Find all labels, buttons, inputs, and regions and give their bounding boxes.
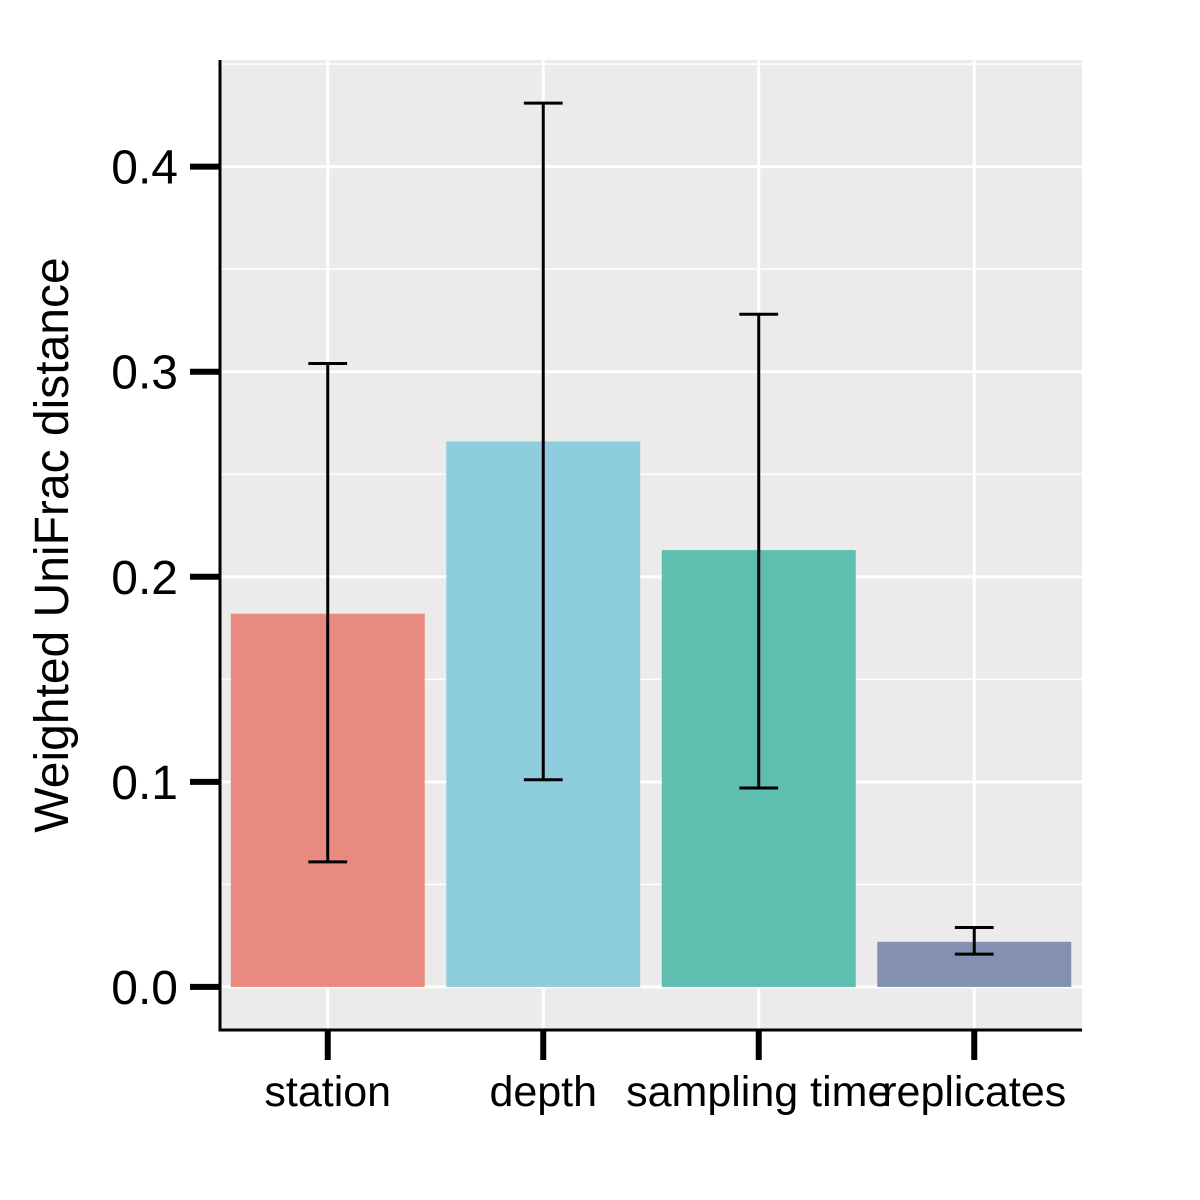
error-bar-station [308, 362, 348, 864]
error-bars [308, 101, 994, 956]
axes [218, 60, 1082, 1032]
x-tick-label-sampling-time: sampling time [626, 1068, 891, 1116]
error-bar-depth [523, 101, 563, 782]
x-tick-label-depth: depth [489, 1068, 597, 1116]
y-tick-label: 0.2 [111, 552, 178, 605]
y-tick-label: 0.1 [111, 757, 178, 810]
x-tick-label-replicates: replicates [882, 1068, 1066, 1116]
y-tick-label: 0.4 [111, 142, 178, 195]
y-tick-label: 0.0 [111, 962, 178, 1015]
y-tick-label: 0.3 [111, 347, 178, 400]
x-tick-label-station: station [264, 1068, 391, 1116]
error-bar-replicates [954, 925, 994, 956]
y-axis-label: Weighted UniFrac distance [26, 257, 79, 832]
y-axis-ticks: 0.0 0.1 0.2 0.3 0.4 [111, 142, 220, 1015]
error-bar-sampling-time [739, 312, 779, 790]
